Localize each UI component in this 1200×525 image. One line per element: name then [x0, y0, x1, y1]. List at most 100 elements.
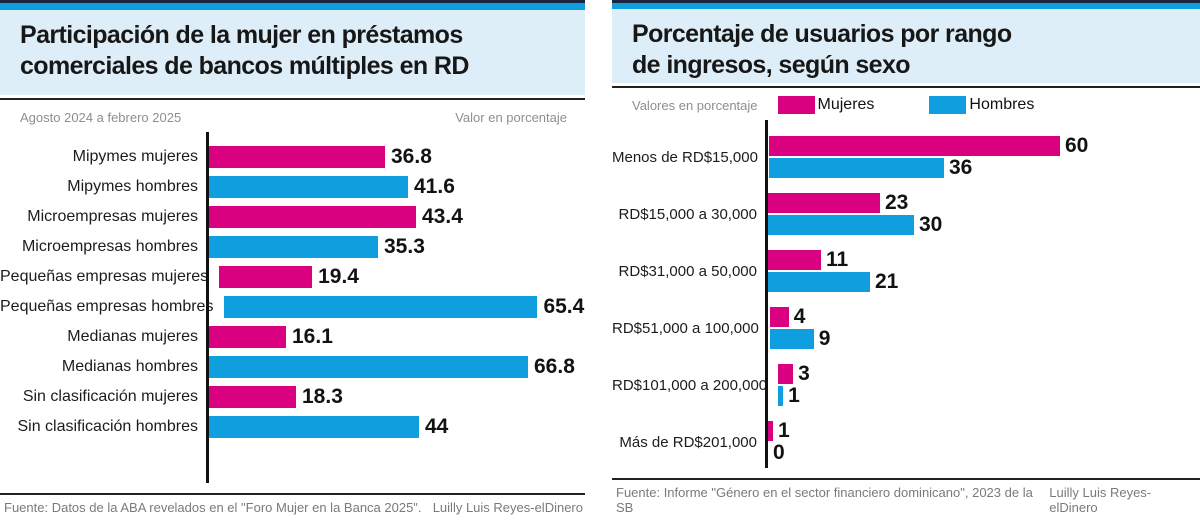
legend-item-mujeres: Mujeres: [777, 96, 875, 114]
left-chart-title-line1: Participación de la mujer en préstamos: [20, 21, 463, 49]
value-label: 21: [875, 270, 899, 293]
bar-mujeres: [768, 193, 880, 213]
left-chart-row: Microempresas mujeres 43.4: [0, 202, 585, 232]
mujeres-color-swatch: [777, 96, 815, 114]
bar-hombres: [768, 272, 870, 292]
income-range-label: Menos de RD$15,000: [612, 148, 758, 166]
bar-hombres: [768, 215, 914, 235]
category-label: Medianas hombres: [61, 358, 198, 375]
group-bars: 23 30: [765, 191, 943, 236]
left-chart-row: Sin clasificación mujeres 18.3: [0, 382, 585, 412]
bar-hombres: [778, 386, 784, 406]
value-label: 60: [1064, 134, 1089, 157]
series-line-hombres: 36: [766, 156, 1088, 179]
category-label: Mipymes mujeres: [72, 148, 198, 165]
left-chart-credit: Luilly Luis Reyes-elDinero: [432, 500, 583, 515]
value-label: 41.6: [414, 175, 455, 198]
bar-mujeres: [768, 421, 773, 441]
right-chart-title-line2: de ingresos, según sexo: [632, 50, 911, 79]
left-chart-rows: Mipymes mujeres 36.8 Mipymes hombres 41.6 Mi…: [0, 142, 585, 442]
bar-mujeres: [778, 364, 794, 384]
bar-mujeres: [219, 266, 313, 288]
right-chart-header: Porcentaje de usuarios por rango de ingr…: [612, 8, 1200, 83]
income-range-label: RD$101,000 a 200,000: [612, 376, 768, 394]
left-chart-row: Medianas hombres 66.8: [0, 352, 585, 382]
right-chart-source: Fuente: Informe "Género en el sector fin…: [616, 485, 1033, 515]
left-chart-source: Fuente: Datos de la ABA revelados en el …: [4, 500, 422, 515]
right-chart-footer: Fuente: Informe "Género en el sector fin…: [612, 478, 1200, 525]
bar-mujeres: [209, 146, 385, 168]
series-line-mujeres: 3: [775, 362, 810, 385]
series-line-mujeres: 4: [767, 305, 831, 328]
right-chart-group: RD$101,000 a 200,000 3 1: [612, 362, 1200, 407]
bar-hombres: [209, 416, 419, 438]
bar-mujeres: [768, 250, 821, 270]
right-chart-group: Menos de RD$15,000 60 36: [612, 134, 1200, 179]
value-label: 36.8: [391, 145, 432, 168]
left-chart-footer: Fuente: Datos de la ABA revelados en el …: [0, 493, 585, 525]
top-blue-strip: [612, 2, 1200, 9]
left-chart-subhead: Agosto 2024 a febrero 2025 Valor en porc…: [0, 98, 585, 128]
series-line-hombres: 1: [775, 384, 810, 407]
right-chart-credit: Luilly Luis Reyes-elDinero: [1049, 485, 1152, 515]
top-blue-strip: [0, 3, 585, 10]
category-label: Medianas mujeres: [67, 328, 198, 345]
left-chart-period: Agosto 2024 a febrero 2025: [20, 109, 182, 125]
series-line-mujeres: 11: [765, 248, 898, 271]
category-label: Sin clasificación mujeres: [22, 388, 198, 405]
value-label: 35.3: [384, 235, 425, 258]
income-range-label: RD$51,000 a 100,000: [612, 319, 759, 337]
value-label: 4: [793, 305, 806, 328]
right-chart-unit-note: Valores en porcentaje: [632, 97, 758, 113]
left-chart-row: Mipymes mujeres 36.8: [0, 142, 585, 172]
bar-mujeres: [769, 307, 789, 327]
right-chart-title-line1: Porcentaje de usuarios por rango: [632, 19, 1012, 48]
right-chart-group: RD$15,000 a 30,000 23 30: [612, 191, 1200, 236]
series-line-mujeres: 1: [765, 419, 790, 442]
top-navy-strip: [0, 0, 585, 3]
category-label: Sin clasificación hombres: [17, 418, 198, 435]
category-label: Pequeñas empresas mujeres: [0, 268, 209, 285]
bar-hombres: [209, 356, 528, 378]
value-label: 1: [778, 419, 790, 442]
value-label: 16.1: [292, 325, 333, 348]
category-label: Mipymes hombres: [67, 178, 198, 195]
right-chart-group: Más de RD$201,000 1 0: [612, 419, 1200, 464]
series-line-hombres: 30: [765, 213, 943, 236]
series-line-mujeres: 23: [765, 191, 942, 214]
series-line-mujeres: 60: [766, 134, 1089, 157]
bar-hombres: [224, 296, 538, 318]
series-line-hombres: 9: [767, 327, 831, 350]
top-navy-strip: [612, 0, 1200, 3]
income-range-label: RD$31,000 a 50,000: [618, 262, 757, 280]
legend-item-hombres: Hombres: [929, 96, 1034, 114]
right-bar-chart: Menos de RD$15,000 60 36 RD$15,000 a 30,000…: [612, 116, 1200, 478]
value-label: 0: [773, 441, 785, 464]
right-chart-group: RD$31,000 a 50,000 11 21: [612, 248, 1200, 293]
left-chart-row: Microempresas hombres 35.3: [0, 232, 585, 262]
bar-mujeres: [209, 386, 296, 408]
value-label: 36: [948, 156, 973, 179]
value-label: 44: [425, 415, 449, 438]
category-label: Pequeñas empresas hombres: [0, 298, 214, 315]
category-label: Microempresas hombres: [21, 238, 198, 255]
left-chart-row: Mipymes hombres 41.6: [0, 172, 585, 202]
income-range-label: RD$15,000 a 30,000: [618, 205, 757, 223]
value-label: 3: [798, 362, 810, 385]
legend-label-hombres: Hombres: [969, 96, 1035, 113]
bar-hombres: [209, 236, 378, 258]
value-label: 30: [919, 213, 943, 236]
legend-label-mujeres: Mujeres: [817, 96, 875, 113]
bar-mujeres: [768, 136, 1060, 156]
value-label: 18.3: [302, 385, 343, 408]
chart-legend: Mujeres Hombres: [758, 96, 1182, 114]
right-chart-subhead: Valores en porcentaje Mujeres Hombres: [612, 86, 1200, 116]
hombres-color-swatch: [929, 96, 967, 114]
value-label: 9: [818, 327, 831, 350]
bar-hombres: [768, 158, 944, 178]
series-line-hombres: 0: [765, 441, 790, 464]
